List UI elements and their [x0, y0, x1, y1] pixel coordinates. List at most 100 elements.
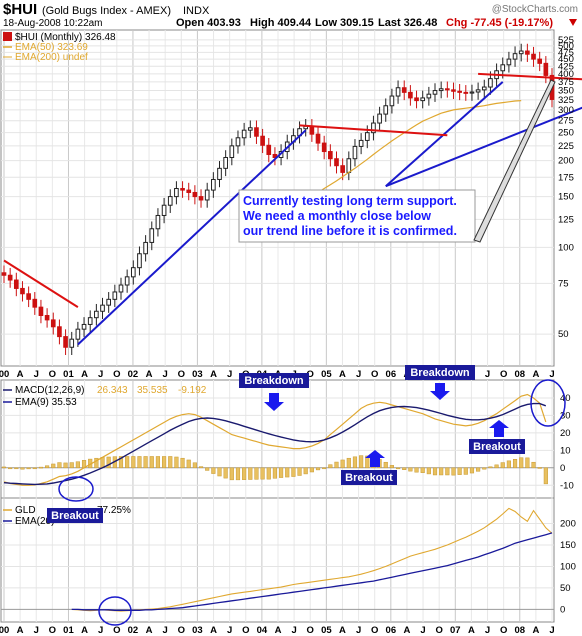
macd-hist-bar-87	[537, 467, 542, 469]
macd-hist-bar-8	[51, 463, 56, 469]
candle-body-8	[50, 319, 56, 328]
price-ytick-10: 300	[558, 105, 574, 116]
candle-body-81	[500, 64, 506, 72]
candle-body-63	[389, 95, 395, 107]
note-pointer	[473, 79, 556, 243]
candle-body-52	[321, 142, 327, 153]
macd-hist-bar-65	[402, 467, 407, 470]
candle-body-15	[94, 310, 99, 319]
macd-hist-bar-52	[322, 467, 327, 470]
trendline-red-5	[478, 72, 582, 81]
macd-hist-bar-73	[451, 467, 456, 476]
candle-body-25	[155, 214, 161, 230]
xtick-top-12: 03	[192, 369, 203, 380]
xtick-bottom-3: O	[49, 625, 56, 636]
chart-header: $HUI (Gold Bugs Index - AMEX) INDX @Stoc…	[3, 1, 578, 29]
candle-body-14	[87, 317, 93, 325]
xtick-bottom-13: A	[210, 625, 217, 636]
macd-hist-bar-11	[69, 462, 74, 469]
candle-body-24	[149, 228, 155, 243]
candle-body-23	[143, 241, 148, 255]
change-value: Chg -77.45 (-19.17%)	[446, 17, 553, 29]
candle-body-6	[38, 306, 44, 317]
candle-body-43	[266, 144, 272, 155]
macd-hist-bar-69	[426, 467, 431, 475]
macd-hist-bar-26	[162, 456, 167, 469]
macd-hist-bar-67	[414, 467, 419, 473]
macd-hist-bar-27	[168, 456, 173, 469]
candle-body-11	[69, 338, 75, 348]
candle-body-7	[44, 315, 50, 321]
macd-ytick-1: 0	[560, 463, 565, 474]
macd-hist-bar-50	[309, 467, 314, 473]
xtick-bottom-28: 07	[450, 625, 461, 636]
xtick-bottom-29: A	[468, 625, 475, 636]
candle-body-22	[137, 253, 142, 269]
xtick-top-20: 05	[321, 369, 332, 380]
breakdown2-box	[405, 365, 475, 380]
candle-body-27	[167, 196, 173, 206]
symbol-title: $HUI	[3, 1, 37, 18]
macd-hist-bar-82	[506, 460, 511, 469]
macd-legend-v1: 26.343	[97, 385, 128, 396]
price-ytick-3: 125	[558, 214, 574, 225]
ema50-line	[299, 100, 522, 206]
macd-hist-bar-28	[174, 456, 179, 469]
candle-body-5	[32, 298, 38, 308]
gld-circle-2002	[98, 596, 132, 626]
xtick-bottom-1: A	[17, 625, 24, 636]
candle-body-67	[414, 97, 419, 102]
candle-body-61	[377, 113, 382, 124]
macd-ytick-2: 10	[560, 445, 571, 456]
trendline-blue-2	[385, 106, 582, 188]
date-label: 18-Aug-2008 10:22am	[3, 18, 103, 29]
candle-body-60	[371, 122, 376, 134]
xtick-top-31: O	[500, 369, 507, 380]
candle-body-77	[475, 89, 481, 93]
price-ytick-2: 100	[558, 242, 574, 253]
xtick-top-14: J	[227, 369, 232, 380]
macd-hist-bar-12	[75, 461, 80, 469]
xtick-bottom-15: O	[242, 625, 249, 636]
xtick-bottom-21: A	[339, 625, 346, 636]
macd-hist-bar-20	[125, 456, 130, 469]
candle-body-62	[383, 105, 389, 115]
candle-body-13	[81, 323, 87, 330]
xtick-bottom-23: O	[371, 625, 378, 636]
candle-body-57	[352, 145, 358, 160]
xtick-top-21: A	[339, 369, 346, 380]
gld-legend-label: GLD	[15, 505, 36, 516]
xtick-bottom-6: J	[98, 625, 103, 636]
candle-body-28	[174, 188, 179, 198]
macd-hist-bar-85	[525, 457, 530, 469]
macd-hist-bar-68	[420, 467, 425, 473]
xtick-bottom-30: J	[485, 625, 490, 636]
candle-body-76	[469, 91, 475, 94]
macd-hist-bar-4	[26, 467, 31, 470]
macd-hist-bar-2	[14, 467, 19, 470]
xtick-top-23: O	[371, 369, 378, 380]
breakout3-box	[47, 508, 103, 523]
price-ytick-8: 250	[558, 128, 574, 139]
price-ytick-5: 175	[558, 172, 574, 183]
macd-hist-bar-71	[439, 467, 444, 476]
candle-body-75	[463, 91, 469, 94]
macd-hist-bar-46	[285, 467, 290, 478]
macd-annotations: Breakdown Breakdown Breakout Breakout Br…	[47, 365, 566, 626]
macd-hist-bar-84	[519, 457, 524, 469]
candle-body-39	[241, 129, 247, 139]
xtick-bottom-2: J	[34, 625, 39, 636]
candle-body-33	[204, 189, 210, 201]
macd-hist-bar-35	[217, 467, 222, 477]
price-ytick-16: 450	[558, 54, 574, 65]
macd-hist-bar-76	[469, 467, 475, 474]
xtick-top-10: J	[163, 369, 168, 380]
candle-body-35	[217, 167, 222, 180]
xtick-bottom-32: 08	[514, 625, 525, 636]
xtick-top-2: J	[34, 369, 39, 380]
xtick-bottom-18: J	[291, 625, 296, 636]
candle-body-71	[438, 88, 444, 92]
xtick-bottom-11: O	[178, 625, 185, 636]
xtick-bottom-7: O	[113, 625, 120, 636]
xtick-bottom-25: A	[404, 625, 411, 636]
